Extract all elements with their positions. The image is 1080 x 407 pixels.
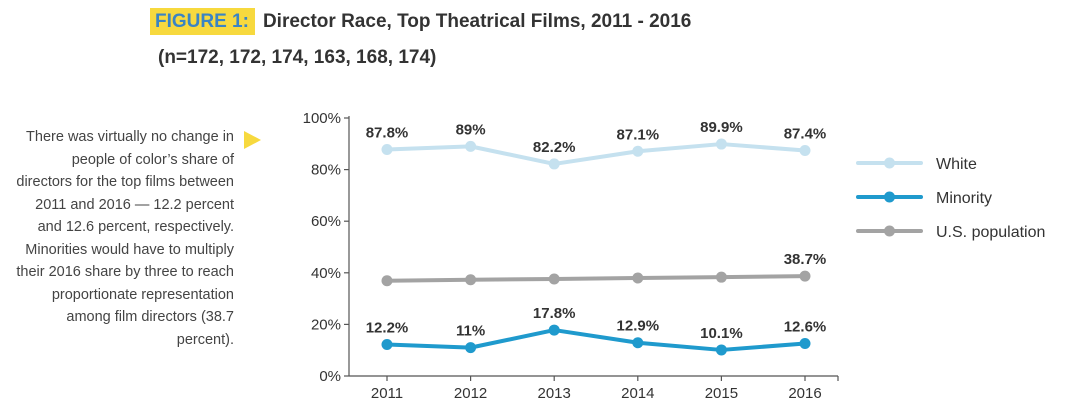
data-point xyxy=(799,270,811,282)
data-label: 82.2% xyxy=(533,139,576,156)
data-point xyxy=(632,272,644,284)
data-point xyxy=(715,344,727,356)
data-label: 11% xyxy=(456,323,485,340)
x-tick-label: 2015 xyxy=(705,385,738,402)
legend-label: Minority xyxy=(936,190,992,207)
annotation-note: There was virtually no change in people … xyxy=(16,129,234,348)
data-point xyxy=(548,273,560,285)
data-label: 38.7% xyxy=(784,251,827,268)
data-label: 10.1% xyxy=(700,325,743,342)
y-tick-label: 80% xyxy=(311,162,341,179)
data-point xyxy=(381,143,393,155)
data-point xyxy=(715,138,727,150)
data-point xyxy=(381,275,393,287)
legend-label: White xyxy=(936,156,977,173)
series-line-white xyxy=(385,142,807,166)
data-point xyxy=(799,145,811,157)
x-tick-label: 2013 xyxy=(538,385,571,402)
data-label: 12.9% xyxy=(617,318,660,335)
x-tick-label: 2012 xyxy=(454,385,487,402)
legend-marker xyxy=(884,191,895,203)
data-point xyxy=(548,324,560,336)
data-point xyxy=(548,158,560,170)
data-point xyxy=(465,140,477,152)
data-point xyxy=(465,342,477,354)
pointer-arrow-icon xyxy=(244,131,261,149)
x-tick-label: 2016 xyxy=(788,385,821,402)
figure-subtitle: (n=172, 172, 174, 163, 168, 174) xyxy=(158,47,437,68)
legend-marker xyxy=(884,157,895,169)
data-label: 87.8% xyxy=(366,124,409,141)
figure-label: FIGURE 1: xyxy=(150,8,255,35)
data-label: 87.4% xyxy=(784,126,827,143)
data-label: 12.2% xyxy=(366,320,409,337)
data-point xyxy=(465,274,477,286)
data-point xyxy=(799,337,811,349)
data-label: 12.6% xyxy=(784,318,827,335)
data-point xyxy=(632,145,644,157)
data-label: 89% xyxy=(456,121,486,138)
y-tick-label: 100% xyxy=(303,110,341,127)
legend-label: U.S. population xyxy=(936,224,1045,241)
legend-marker xyxy=(884,225,895,237)
series-line-u-s-population xyxy=(385,274,807,283)
series-line-minority xyxy=(385,328,807,352)
data-label: 87.1% xyxy=(617,126,660,143)
y-tick-label: 40% xyxy=(311,265,341,282)
data-point xyxy=(632,337,644,349)
y-tick-label: 20% xyxy=(311,316,341,333)
data-point xyxy=(381,339,393,351)
data-label: 89.9% xyxy=(700,119,743,136)
y-tick-label: 0% xyxy=(319,368,341,385)
x-tick-label: 2014 xyxy=(621,385,654,402)
x-tick-label: 2011 xyxy=(371,385,403,402)
data-label: 17.8% xyxy=(533,305,576,322)
figure-title: Director Race, Top Theatrical Films, 201… xyxy=(262,10,692,32)
data-point xyxy=(715,271,727,283)
y-tick-label: 60% xyxy=(311,213,341,230)
figure-title-row: FIGURE 1: Director Race, Top Theatrical … xyxy=(150,8,691,35)
